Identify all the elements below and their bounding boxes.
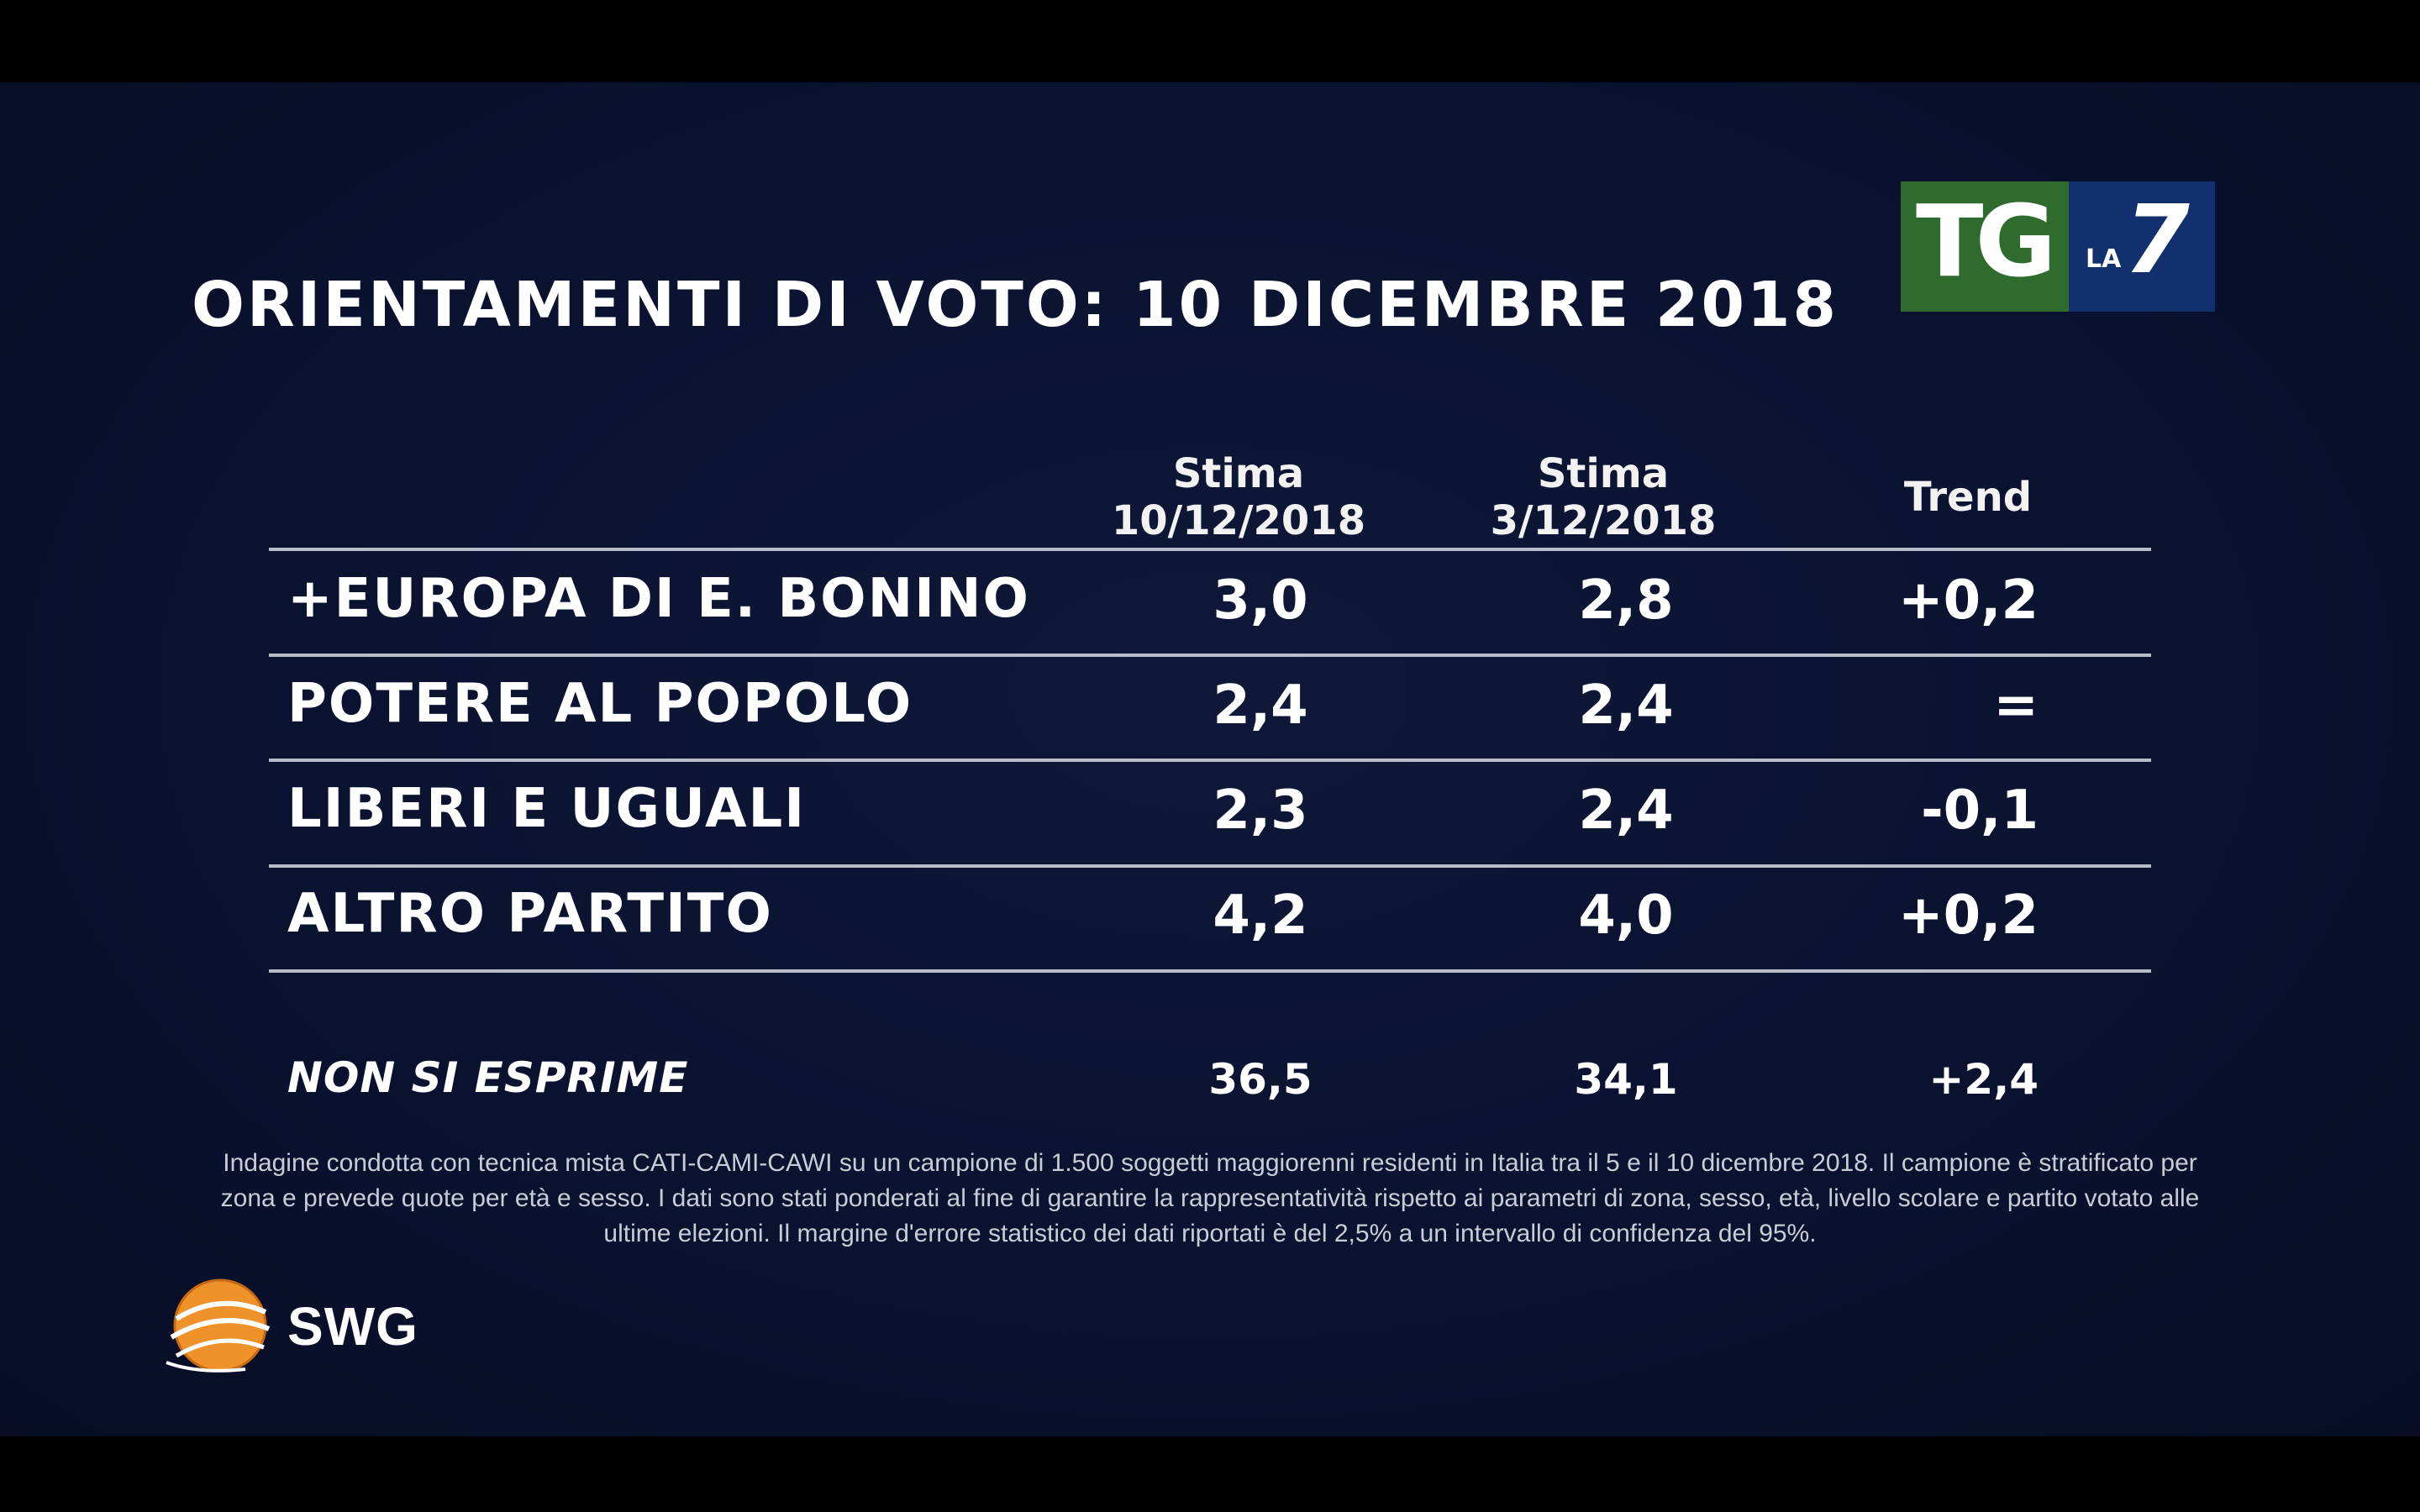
la7-logo-seven: 7 <box>2124 186 2190 295</box>
column-header-line2: 3/12/2018 <box>1490 497 1717 544</box>
tg-logo-text: TG <box>1916 183 2056 299</box>
methodology-note: Indagine condotta con tecnica mista CATI… <box>220 1149 2200 1247</box>
page-title: ORIENTAMENTI DI VOTO: 10 DICEMBRE 2018 <box>192 269 1839 341</box>
table-rule <box>269 548 2151 551</box>
column-header-line1: Trend <box>1903 474 2033 521</box>
non-si-esprime-label: NON SI ESPRIME <box>287 1053 689 1102</box>
table-cell-stima-3-12: 2,8 <box>1578 570 1674 632</box>
table-rule <box>269 759 2151 762</box>
table-cell-stima-3-12: 4,0 <box>1578 885 1674 947</box>
non-si-esprime-trend: +2,4 <box>1928 1055 2039 1104</box>
table-cell-trend: = <box>1993 675 2039 737</box>
la7-logo: LA 7 <box>2069 181 2215 312</box>
table-row-party: ALTRO PARTITO <box>287 883 773 945</box>
column-header-line2: 10/12/2018 <box>1111 497 1366 544</box>
table-cell-stima-10-12: 2,4 <box>1213 675 1308 737</box>
table-cell-stima-10-12: 3,0 <box>1213 570 1308 632</box>
broadcast-frame: ORIENTAMENTI DI VOTO: 10 DICEMBRE 2018 T… <box>0 82 2420 1436</box>
tg-logo: TG <box>1901 181 2069 312</box>
table-cell-trend: +0,2 <box>1898 885 2039 947</box>
table-rule <box>269 969 2151 973</box>
table-cell-stima-10-12: 2,3 <box>1213 780 1308 842</box>
column-header-stima-10-12: Stima 10/12/2018 <box>1087 450 1390 544</box>
table-row-party: LIBERI E UGUALI <box>287 778 807 840</box>
table-cell-trend: +0,2 <box>1898 570 2039 632</box>
swg-logo-text: SWG <box>287 1296 418 1357</box>
non-si-esprime-stima-3-12: 34,1 <box>1574 1055 1678 1104</box>
table-row-party: POTERE AL POPOLO <box>287 673 913 735</box>
column-header-stima-3-12: Stima 3/12/2018 <box>1452 450 1754 544</box>
swg-globe-icon <box>166 1278 271 1373</box>
table-rule <box>269 864 2151 868</box>
table-cell-trend: -0,1 <box>1921 780 2039 842</box>
table-cell-stima-10-12: 4,2 <box>1213 885 1308 947</box>
la7-logo-la: LA <box>2086 244 2122 274</box>
column-header-line1: Stima <box>1537 450 1670 497</box>
table-rule <box>269 654 2151 657</box>
table-cell-stima-3-12: 2,4 <box>1578 780 1674 842</box>
column-header-line1: Stima <box>1172 450 1305 497</box>
table-row-party: +EUROPA DI E. BONINO <box>287 568 1030 630</box>
non-si-esprime-stima-10-12: 36,5 <box>1208 1055 1313 1104</box>
table-cell-stima-3-12: 2,4 <box>1578 675 1674 737</box>
column-header-trend: Trend <box>1859 474 2077 521</box>
